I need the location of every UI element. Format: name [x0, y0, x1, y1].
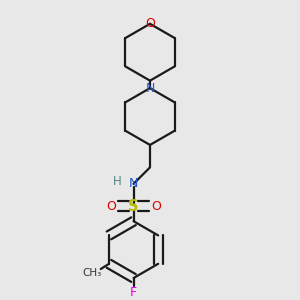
Text: S: S	[128, 199, 139, 214]
Text: H: H	[113, 175, 122, 188]
Text: N: N	[129, 177, 138, 190]
Text: F: F	[130, 286, 137, 299]
Text: O: O	[151, 200, 161, 213]
Text: O: O	[145, 17, 155, 30]
Text: O: O	[106, 200, 116, 213]
Text: N: N	[145, 82, 155, 94]
Text: CH₃: CH₃	[83, 268, 102, 278]
